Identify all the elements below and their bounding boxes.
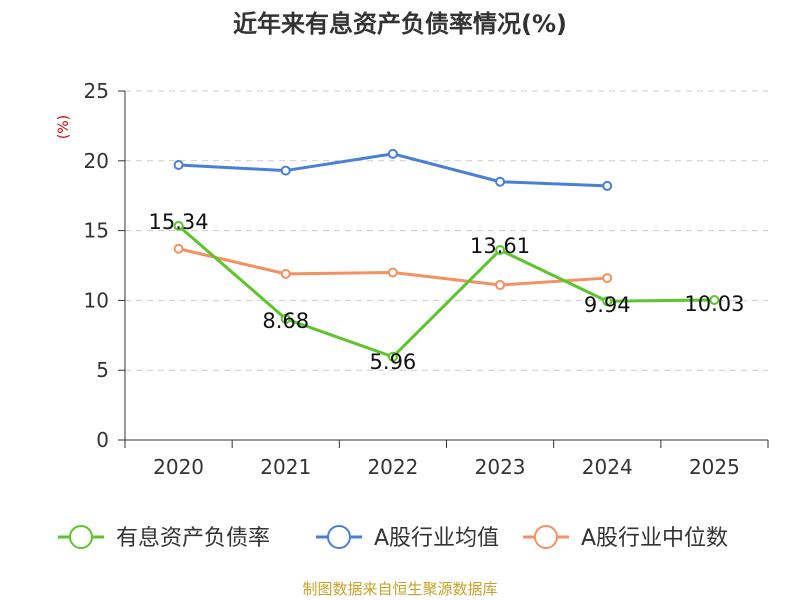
- y-tick-label: 0: [96, 428, 109, 452]
- legend-item-0[interactable]: 有息资产负债率: [58, 525, 270, 551]
- data-label: 13.61: [470, 234, 530, 258]
- legend-item-2[interactable]: A股行业中位数: [523, 525, 728, 551]
- data-point[interactable]: [495, 176, 506, 187]
- gridlines: [125, 90, 768, 371]
- data-point[interactable]: [173, 243, 184, 254]
- data-point[interactable]: [173, 220, 184, 231]
- data-point[interactable]: [280, 313, 291, 324]
- x-tick-label: 2020: [153, 455, 204, 479]
- legend-swatch-marker: [69, 525, 93, 549]
- x-tick-label: 2021: [260, 455, 311, 479]
- data-point[interactable]: [387, 351, 398, 362]
- legend-label: A股行业中位数: [581, 526, 728, 551]
- legend-swatch-marker: [327, 525, 351, 549]
- data-point[interactable]: [495, 280, 506, 291]
- data-label: 9.94: [584, 293, 631, 317]
- legend[interactable]: 有息资产负债率 A股行业均值 A股行业中位数: [58, 525, 728, 551]
- x-tick-label: 2023: [475, 455, 526, 479]
- series-line: [177, 224, 715, 359]
- data-point[interactable]: [173, 159, 184, 170]
- y-tick-label: 20: [84, 149, 109, 173]
- data-point[interactable]: [280, 165, 291, 176]
- data-point[interactable]: [602, 180, 613, 191]
- data-point[interactable]: [709, 294, 720, 305]
- legend-swatch-marker: [534, 525, 558, 549]
- legend-item-1[interactable]: A股行业均值: [316, 525, 499, 551]
- x-tick-label: 2022: [367, 455, 418, 479]
- data-point[interactable]: [280, 268, 291, 279]
- series-2: [173, 243, 613, 291]
- data-label: 15.34: [149, 210, 209, 234]
- series-group: [173, 148, 720, 362]
- data-label: 10.03: [684, 292, 744, 316]
- y-tick-label: 5: [96, 358, 109, 382]
- data-label: 8.68: [262, 309, 309, 333]
- x-tick-label: 2025: [689, 455, 740, 479]
- data-point[interactable]: [387, 267, 398, 278]
- series-line: [178, 247, 608, 287]
- data-point[interactable]: [602, 296, 613, 307]
- series-0: [173, 220, 720, 362]
- y-tick-label: 10: [84, 288, 109, 312]
- data-point[interactable]: [495, 245, 506, 256]
- data-point[interactable]: [387, 148, 398, 159]
- data-label: 5.96: [370, 350, 417, 374]
- legend-label: A股行业均值: [374, 526, 499, 551]
- y-tick-label: 25: [84, 79, 109, 103]
- data-labels: 15.34 8.68 5.96 13.61 9.94 10.03: [149, 210, 745, 374]
- legend-label: 有息资产负债率: [116, 526, 270, 551]
- chart-title: 近年来有息资产负债率情况(%): [233, 10, 567, 38]
- y-tick-label: 15: [84, 219, 109, 243]
- source-note: 制图数据来自恒生聚源数据库: [302, 580, 497, 598]
- x-tick-label: 2024: [582, 455, 633, 479]
- series-1: [173, 148, 613, 191]
- data-point[interactable]: [602, 273, 613, 284]
- y-axis-unit: (%): [56, 115, 72, 139]
